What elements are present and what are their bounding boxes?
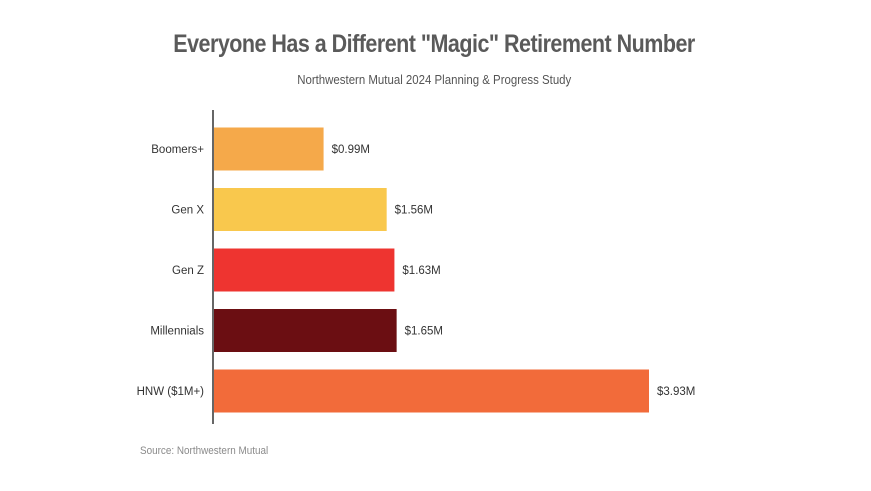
category-label-3: Millennials — [150, 326, 204, 338]
value-label-3: $1.65M — [405, 326, 443, 338]
value-label-1: $1.56M — [395, 205, 433, 217]
bar-2 — [214, 248, 395, 292]
bar-1 — [214, 188, 387, 231]
bar-0 — [214, 127, 324, 171]
bar-4 — [214, 369, 649, 413]
category-label-0: Boomers+ — [151, 144, 204, 156]
category-label-2: Gen Z — [172, 265, 204, 277]
category-label-4: HNW ($1M+) — [137, 386, 205, 398]
value-label-4: $3.93M — [657, 386, 695, 398]
bar-3 — [214, 309, 397, 352]
chart-subtitle: Northwestern Mutual 2024 Planning & Prog… — [297, 72, 572, 87]
value-label-0: $0.99M — [332, 144, 370, 156]
source-note: Source: Northwestern Mutual — [140, 445, 269, 457]
bars-layer: Boomers+ $0.99M Gen X $1.56M Gen Z $1.63M Mill… — [137, 127, 695, 413]
category-label-1: Gen X — [171, 205, 204, 217]
chart-title: Everyone Has a Different "Magic" Retirem… — [173, 30, 695, 58]
value-label-2: $1.63M — [402, 265, 440, 277]
